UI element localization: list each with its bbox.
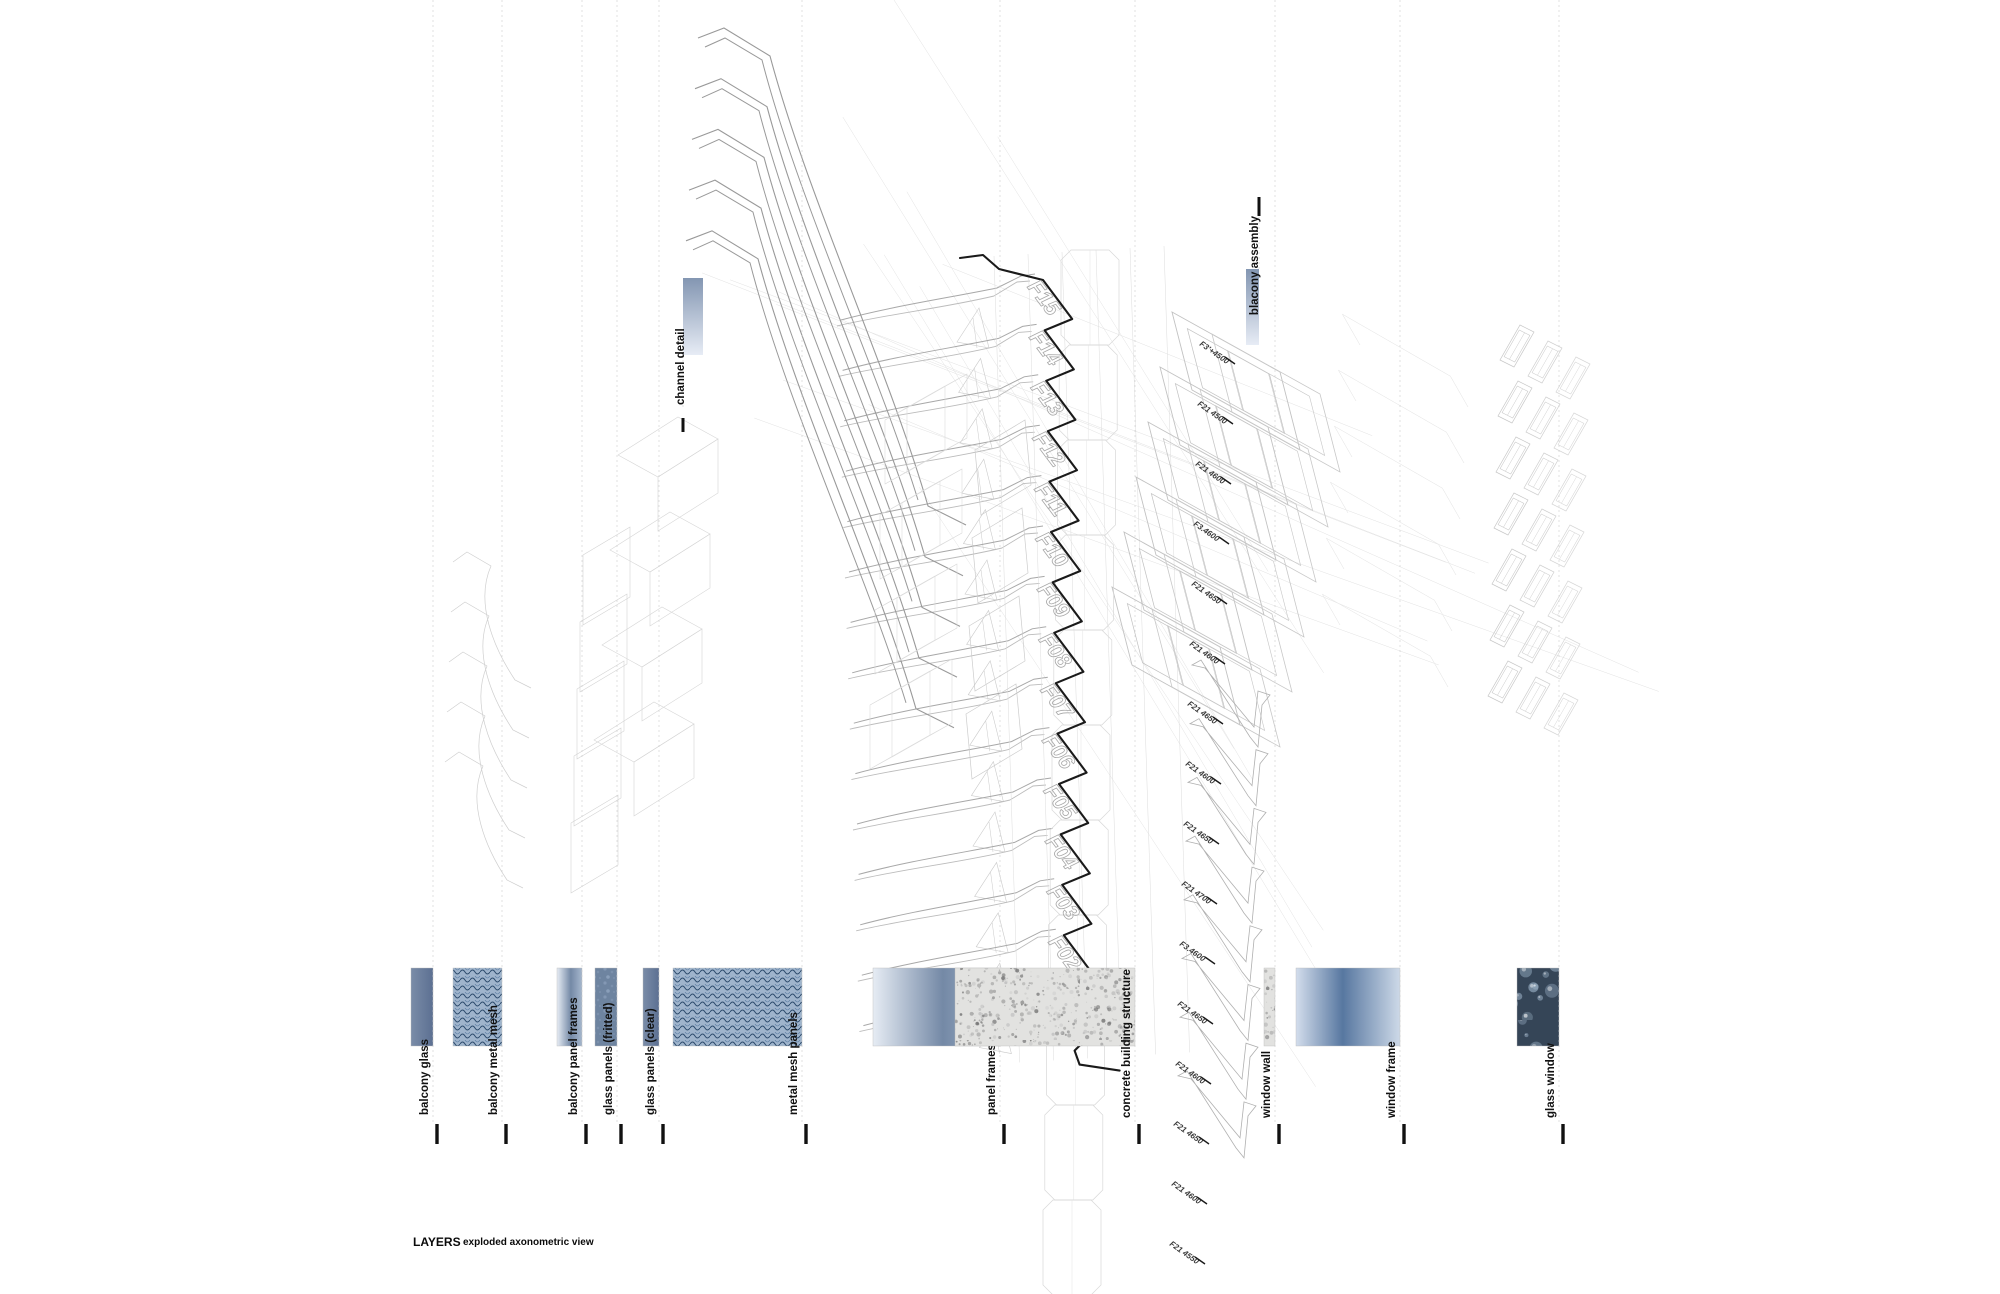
svg-text:blacony assembly: blacony assembly <box>1249 215 1261 315</box>
svg-text:glass window: glass window <box>1545 1043 1557 1118</box>
svg-text:glass panels (fritted): glass panels (fritted) <box>603 1002 615 1115</box>
svg-text:window frame: window frame <box>1386 1041 1398 1119</box>
svg-text:glass panels (clear): glass panels (clear) <box>645 1008 657 1115</box>
svg-text:window wall: window wall <box>1261 1051 1273 1119</box>
svg-text:panel frames: panel frames <box>986 1044 998 1115</box>
svg-text:LAYERS: LAYERS <box>413 1235 461 1249</box>
svg-text:exploded axonometric view: exploded axonometric view <box>463 1237 594 1248</box>
svg-text:concrete building structure: concrete building structure <box>1121 969 1133 1118</box>
svg-text:channel detail: channel detail <box>675 328 687 405</box>
svg-text:balcony glass: balcony glass <box>419 1039 431 1115</box>
svg-text:balcony metal mesh: balcony metal mesh <box>488 1005 500 1115</box>
svg-text:metal mesh panels: metal mesh panels <box>788 1012 800 1115</box>
svg-text:balcony panel frames: balcony panel frames <box>568 997 580 1115</box>
